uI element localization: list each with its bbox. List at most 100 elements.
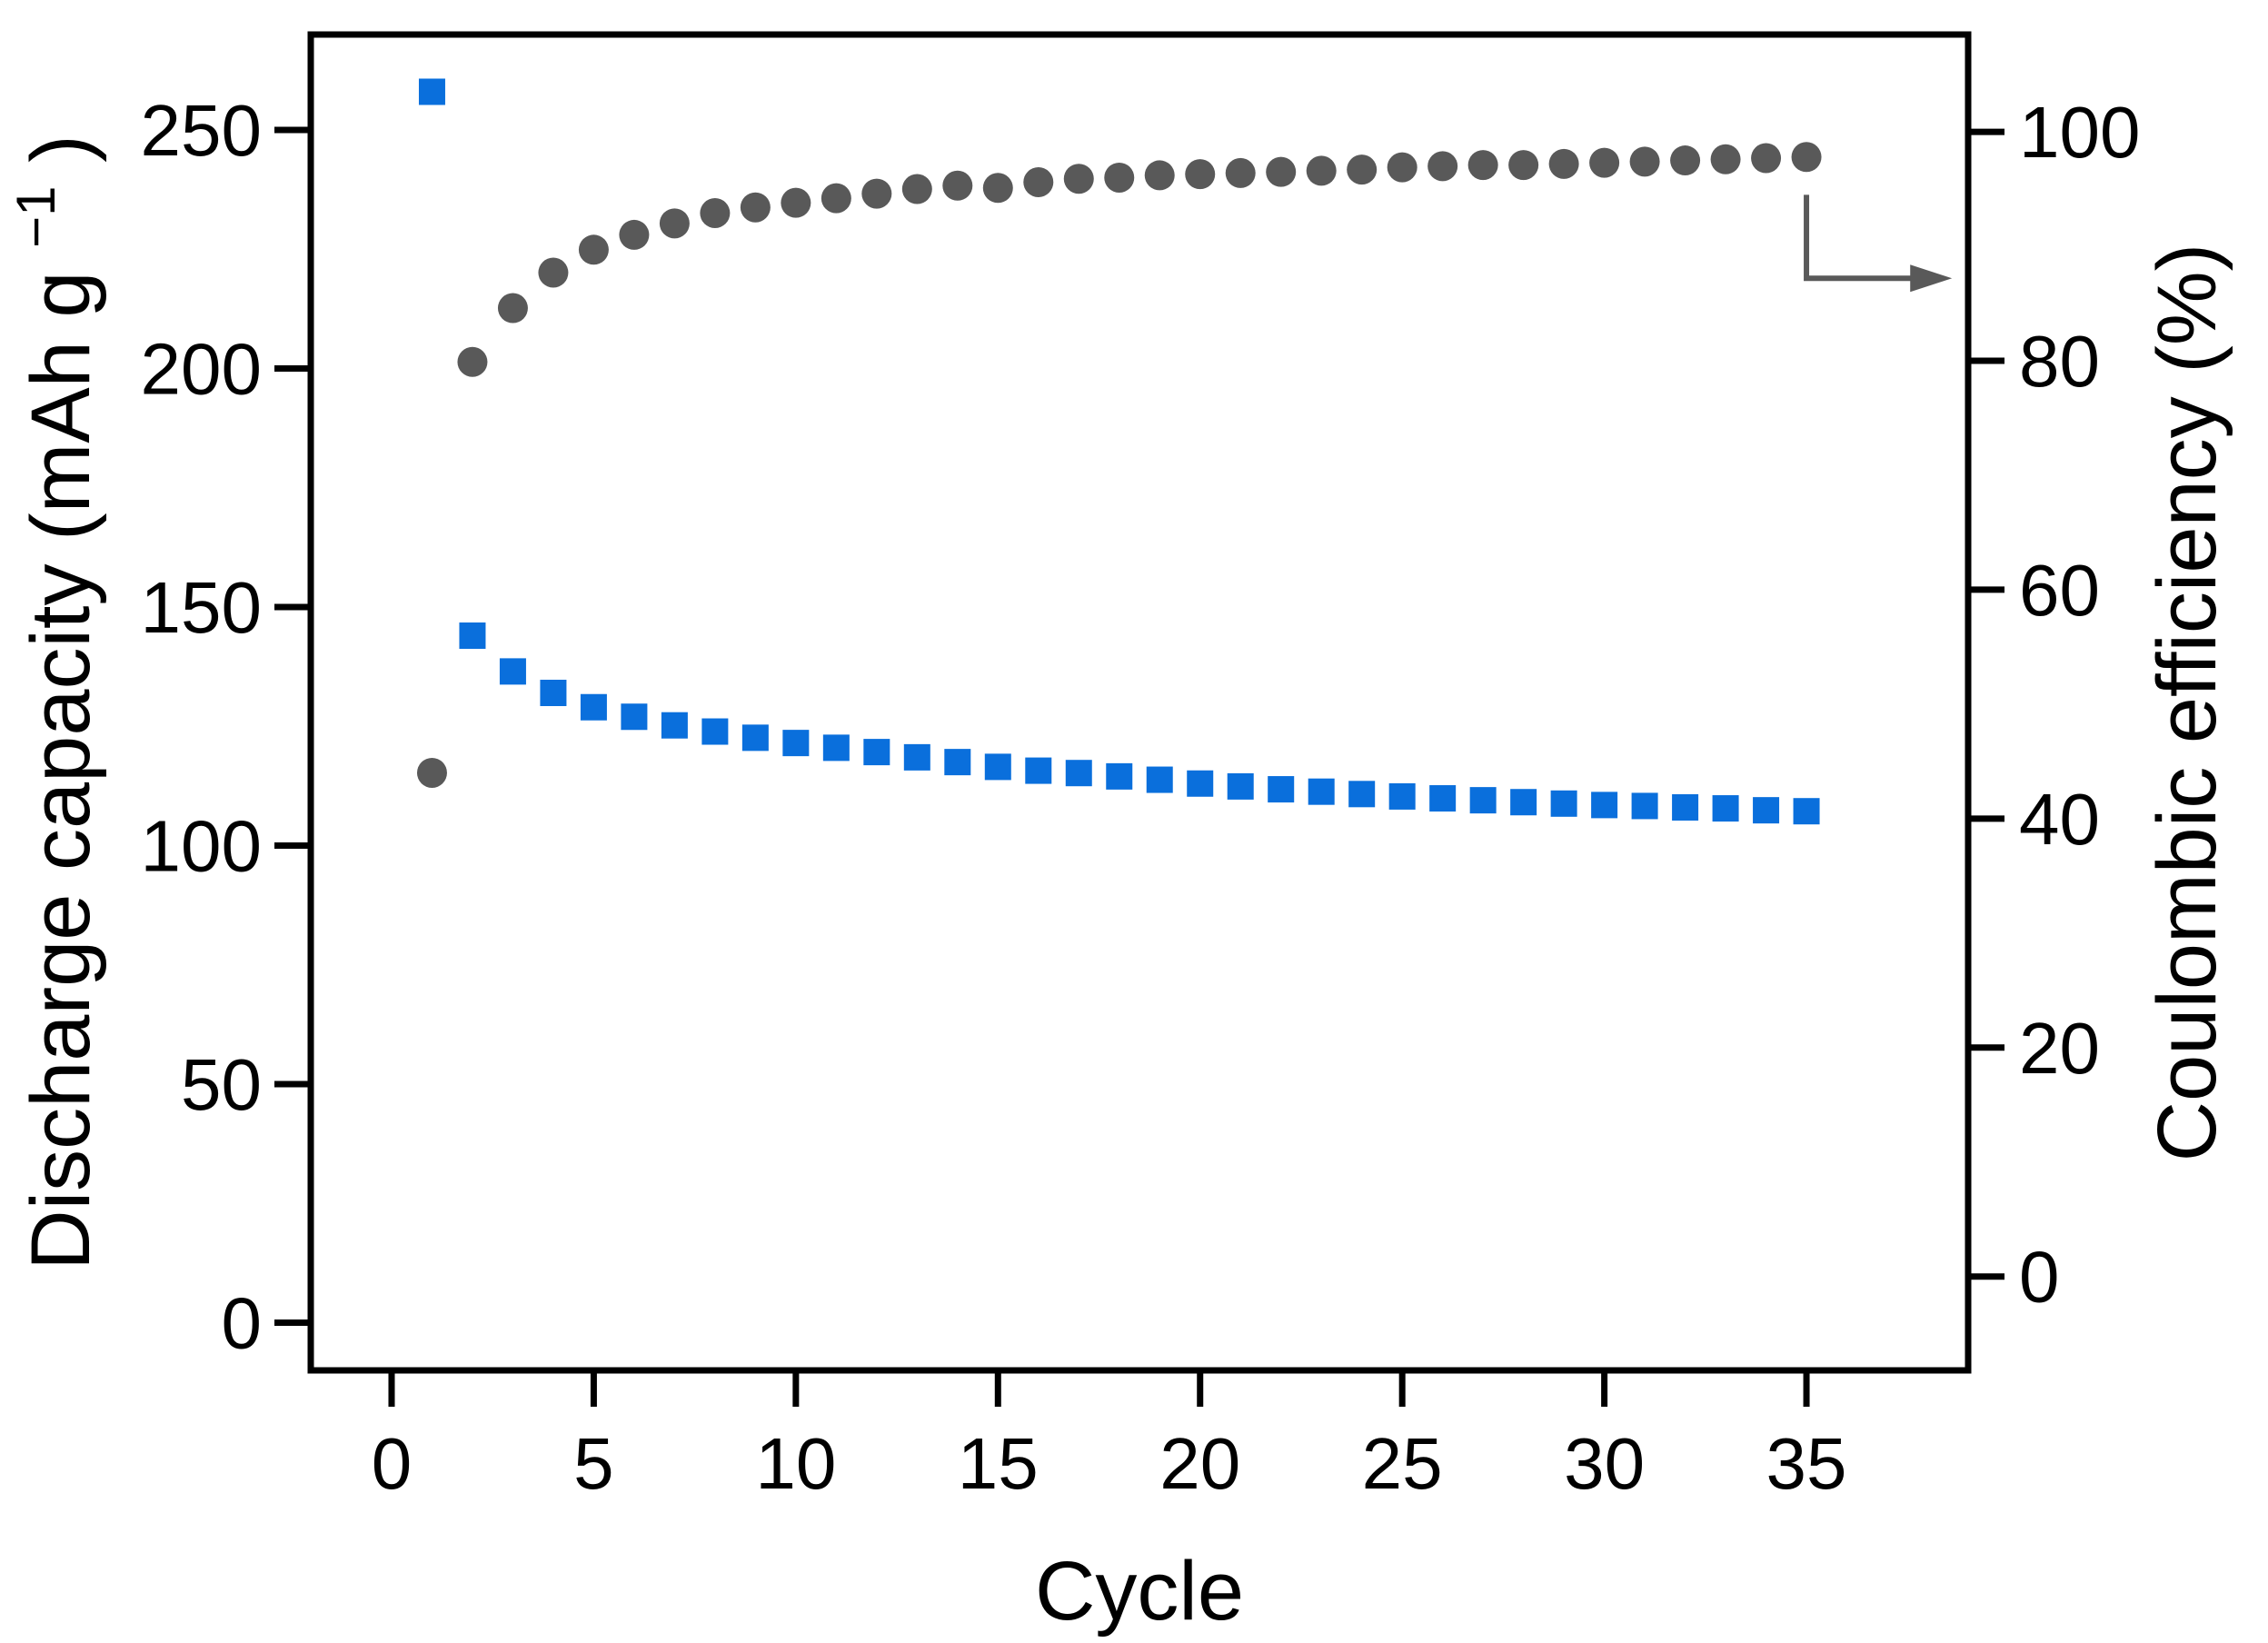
capacity-point	[1146, 766, 1173, 793]
capacity-point	[1712, 795, 1739, 822]
capacity-point	[1308, 778, 1335, 805]
efficiency-point	[1791, 142, 1822, 173]
left-axis-tick-label: 200	[141, 329, 262, 410]
left-axis-tick-label: 100	[141, 806, 262, 887]
right-axis-tick-label: 40	[2019, 779, 2100, 860]
left-axis-title-main: Discharge capacity (mAh g	[15, 271, 107, 1270]
efficiency-point	[1548, 148, 1579, 179]
efficiency-point	[1508, 150, 1539, 181]
x-axis-tick-label: 10	[755, 1423, 836, 1504]
plot-box	[307, 31, 1972, 1374]
efficiency-point	[1063, 164, 1094, 194]
right-axis-title: Coulombic efficiency (%)	[2141, 244, 2233, 1162]
x-axis-tick-label: 30	[1564, 1423, 1645, 1504]
left-axis-title-close: )	[15, 134, 107, 163]
capacity-point	[1672, 794, 1699, 821]
efficiency-point	[1225, 157, 1256, 188]
capacity-point	[1510, 789, 1537, 816]
efficiency-point	[861, 178, 892, 209]
efficiency-point	[1710, 144, 1741, 174]
left-axis-tick-label: 150	[141, 567, 262, 648]
efficiency-point	[497, 293, 528, 324]
capacity-point	[1106, 762, 1133, 790]
efficiency-point	[901, 174, 932, 204]
capacity-point	[944, 749, 971, 776]
capacity-point	[1268, 776, 1295, 803]
efficiency-point	[740, 192, 771, 223]
efficiency-point	[1306, 155, 1337, 186]
plot-border	[307, 31, 1972, 1374]
capacity-point	[1065, 760, 1092, 787]
right-axis-arrow-annotation	[1804, 194, 1953, 293]
efficiency-point	[1023, 166, 1054, 197]
capacity-point	[782, 730, 810, 757]
capacity-point	[1631, 792, 1658, 820]
capacity-point	[903, 743, 930, 771]
capacity-point	[1793, 798, 1820, 825]
efficiency-point	[781, 187, 811, 218]
right-axis-tick-label: 80	[2019, 321, 2100, 402]
capacity-point	[1388, 782, 1416, 810]
capacity-point	[863, 739, 890, 766]
capacity-point	[418, 78, 445, 105]
efficiency-point	[1751, 143, 1782, 174]
x-axis-tick-label: 5	[573, 1423, 614, 1504]
left-axis-tick-label: 250	[141, 90, 262, 171]
efficiency-point	[1589, 147, 1620, 178]
efficiency-point	[821, 183, 851, 214]
x-axis-tick-label: 15	[958, 1423, 1039, 1504]
x-axis-tick-label: 35	[1766, 1423, 1847, 1504]
right-axis-tick-label: 60	[2019, 550, 2100, 631]
efficiency-point	[416, 757, 447, 788]
capacity-point	[459, 622, 486, 649]
left-axis-title: Discharge capacity (mAh g −1 )	[0, 134, 107, 1270]
capacity-point	[621, 703, 648, 731]
capacity-point	[984, 753, 1011, 781]
capacity-point	[1025, 757, 1052, 784]
right-axis-tick-label: 0	[2019, 1237, 2060, 1318]
left-axis-tick-label: 50	[181, 1044, 262, 1125]
left-axis-tick-label: 0	[222, 1283, 263, 1364]
right-axis-tick-label: 100	[2019, 92, 2140, 173]
axis-ticks	[274, 126, 2004, 1407]
efficiency-point	[1266, 156, 1297, 187]
capacity-point	[1469, 787, 1497, 814]
efficiency-point	[982, 173, 1013, 204]
x-axis-tick-label: 25	[1362, 1423, 1443, 1504]
efficiency-point	[538, 257, 569, 288]
efficiency-point	[1104, 162, 1135, 193]
efficiency-point	[457, 346, 488, 377]
x-axis-tick-label: 0	[372, 1423, 413, 1504]
efficiency-point	[1144, 160, 1175, 191]
data-series	[416, 78, 1822, 825]
efficiency-point	[1629, 146, 1660, 177]
capacity-point	[661, 712, 688, 739]
capacity-point	[580, 693, 607, 721]
capacity-point	[499, 658, 526, 685]
efficiency-point	[700, 198, 731, 229]
capacity-point	[1591, 792, 1618, 819]
efficiency-point	[1387, 152, 1418, 183]
efficiency-point	[1670, 145, 1701, 176]
capacity-point	[741, 724, 769, 752]
capacity-point	[1753, 797, 1780, 824]
discharge-capacity-series	[418, 78, 1820, 825]
efficiency-point	[1427, 151, 1458, 182]
efficiency-point	[1467, 150, 1498, 181]
capacity-point	[822, 734, 850, 762]
arrow-line	[1804, 194, 1916, 282]
capacity-point	[1550, 790, 1577, 817]
coulombic-efficiency-series	[416, 142, 1822, 788]
efficiency-point	[659, 208, 690, 239]
efficiency-point	[1185, 159, 1216, 190]
efficiency-point	[578, 234, 609, 265]
efficiency-point	[619, 219, 650, 250]
capacity-point	[1187, 770, 1214, 797]
right-axis-tick-label: 20	[2019, 1008, 2100, 1089]
capacity-point	[1429, 785, 1457, 812]
efficiency-point	[1347, 154, 1378, 185]
capacity-point	[540, 680, 567, 706]
axis-tick-labels: 0 5 10 15 20 25 30 35 0 50 100 150 200 250 0 20 40 60 80 10…	[141, 90, 2141, 1504]
